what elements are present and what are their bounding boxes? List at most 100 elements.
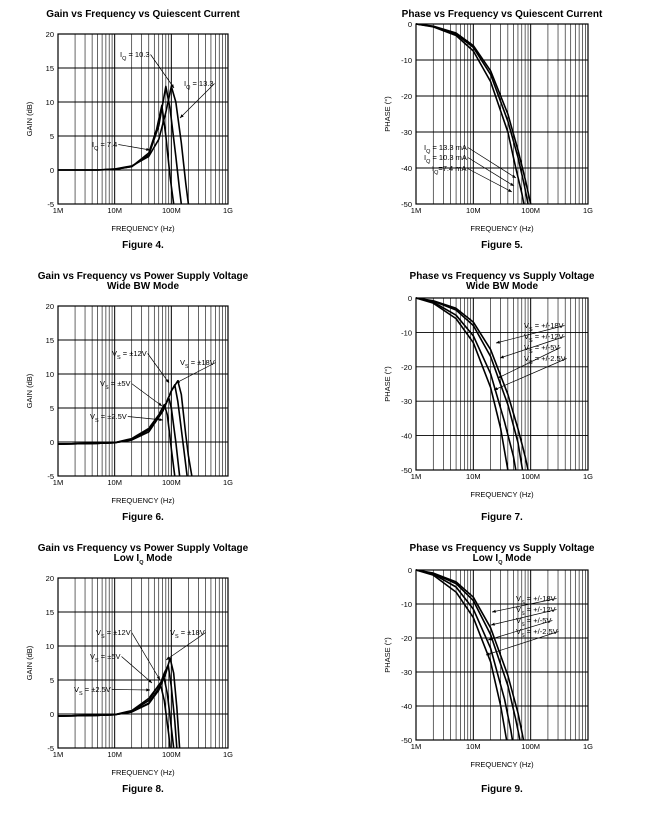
y-tick-label: 0: [50, 166, 54, 175]
x-axis-label: FREQUENCY (Hz): [470, 760, 534, 769]
annotation-arrowhead: [170, 84, 174, 88]
series-annotation: IQ=7.4 mA: [432, 164, 467, 176]
annotation-leader: [175, 362, 216, 384]
x-tick-label: 1M: [411, 472, 421, 481]
y-tick-label: 0: [408, 294, 412, 303]
series-annotation: VS = +/-2.5V: [516, 627, 558, 639]
x-tick-label: 10M: [107, 478, 122, 487]
plot-frame: [57, 577, 229, 749]
chart-panel-figure-6: Gain vs Frequency vs Power Supply Voltag…: [0, 268, 336, 538]
x-axis-label: FREQUENCY (Hz): [470, 490, 534, 499]
x-tick-label: 10M: [107, 750, 122, 759]
annotation-leader: [118, 144, 151, 151]
series-line: [415, 297, 524, 471]
x-tick-label: 1G: [223, 206, 233, 215]
annotation-arrowhead: [180, 114, 184, 118]
chart-title: Gain vs Frequency vs Quiescent Current: [46, 9, 240, 20]
series-annotation: VS = ±12V: [96, 628, 131, 640]
y-tick-label: -30: [401, 128, 412, 137]
series-annotation: VS = ±18V: [170, 628, 205, 640]
x-tick-label: 1G: [223, 750, 233, 759]
y-tick-label: -20: [401, 363, 412, 372]
y-tick-label: -50: [401, 466, 412, 475]
plot-frame: [57, 305, 229, 477]
series-line: [415, 569, 508, 741]
chart-panel-figure-9: Phase vs Frequency vs Supply Voltage Low …: [336, 540, 672, 810]
chart-title: Phase vs Frequency vs Supply Voltage: [410, 271, 595, 282]
y-tick-label: -5: [47, 744, 54, 753]
x-tick-label: 1M: [411, 742, 421, 751]
y-axis-label: GAIN (dB): [25, 373, 34, 408]
chart-svg: Gain vs Frequency vs Power Supply Voltag…: [25, 271, 249, 523]
series-annotation: VS = +/-5V: [516, 616, 551, 628]
chart-title: Low IQ Mode: [473, 553, 532, 566]
y-tick-label: 20: [46, 574, 54, 583]
annotation-leader: [111, 689, 151, 691]
series-line: [57, 657, 181, 749]
annotation-arrowhead: [492, 609, 496, 613]
x-tick-label: 100M: [162, 206, 181, 215]
y-tick-label: -40: [401, 164, 412, 173]
x-tick-label: 100M: [162, 750, 181, 759]
y-tick-label: -40: [401, 432, 412, 441]
y-tick-label: -50: [401, 200, 412, 209]
annotation-leader: [467, 157, 515, 187]
x-tick-label: 100M: [521, 742, 540, 751]
x-axis-label: FREQUENCY (Hz): [111, 496, 175, 505]
annotation-leader: [179, 83, 215, 119]
series-annotation: VS = +/-12V: [516, 605, 556, 617]
y-tick-label: 0: [408, 566, 412, 575]
y-tick-label: 0: [50, 438, 54, 447]
grid: [57, 305, 229, 477]
y-axis-label: GAIN (dB): [25, 101, 34, 136]
x-tick-label: 10M: [466, 742, 481, 751]
annotation-arrowhead: [488, 637, 492, 641]
annotation-arrowhead: [156, 676, 160, 680]
chart-title: Low IQ Mode: [114, 553, 173, 566]
series-annotation: VS = +/-2.5V: [524, 354, 566, 366]
y-tick-label: 20: [46, 302, 54, 311]
annotation-arrowhead: [512, 174, 516, 178]
annotation-arrowhead: [508, 188, 512, 192]
chart-title: Gain vs Frequency vs Power Supply Voltag…: [38, 271, 249, 282]
x-axis-label: FREQUENCY (Hz): [470, 224, 534, 233]
annotation-leader: [487, 620, 553, 641]
chart-svg: Gain vs Frequency vs Power Supply Voltag…: [25, 543, 249, 795]
series-line: [415, 297, 517, 471]
x-tick-label: 100M: [162, 478, 181, 487]
annotation-arrowhead: [159, 418, 163, 422]
annotation-leader: [491, 598, 557, 613]
series-line: [415, 569, 514, 741]
y-tick-label: -5: [47, 200, 54, 209]
y-axis-label: PHASE (°): [383, 96, 392, 132]
plot-frame: [415, 23, 589, 205]
y-tick-label: 5: [50, 404, 54, 413]
annotation-arrowhead: [166, 656, 170, 660]
chart-title: Phase vs Frequency vs Quiescent Current: [402, 9, 603, 20]
y-tick-label: -30: [401, 397, 412, 406]
series-annotation: VS = ±12V: [112, 349, 147, 361]
y-tick-label: -40: [401, 702, 412, 711]
y-tick-label: 15: [46, 608, 54, 617]
x-axis-label: FREQUENCY (Hz): [111, 224, 175, 233]
annotation-arrowhead: [496, 340, 500, 344]
figure-caption: Figure 4.: [122, 240, 164, 251]
y-tick-label: 10: [46, 370, 54, 379]
annotation-leader: [121, 656, 153, 684]
annotation-leader: [127, 416, 164, 421]
x-tick-label: 1M: [53, 206, 63, 215]
x-tick-label: 1G: [583, 206, 593, 215]
chart-title: Wide BW Mode: [107, 281, 180, 292]
y-tick-label: 5: [50, 676, 54, 685]
y-tick-label: -10: [401, 328, 412, 337]
series-line: [415, 569, 521, 741]
series-annotation: IQ = 13.3: [184, 79, 214, 91]
chart-title: Wide BW Mode: [466, 281, 539, 292]
annotation-arrowhead: [486, 652, 490, 656]
series-annotation: VS = ±18V: [180, 358, 215, 370]
annotation-arrowhead: [498, 374, 502, 378]
y-tick-label: 10: [46, 98, 54, 107]
series-annotation: VS = ±5V: [100, 379, 131, 391]
series-annotation: IQ = 7.4: [92, 140, 117, 152]
annotation-leader: [499, 336, 565, 359]
